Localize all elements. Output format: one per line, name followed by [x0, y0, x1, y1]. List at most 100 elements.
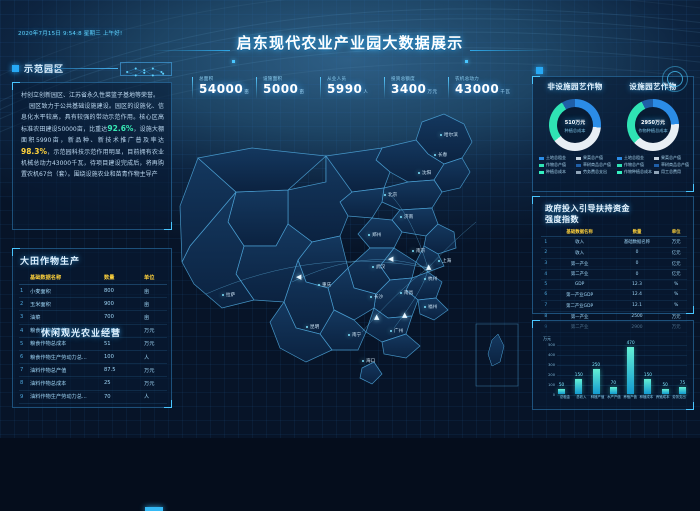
donut-block-facility: 设施园艺作物 2950万元 作物种植总成本 土地总租金 果菜总产值 作物总产值 …: [614, 81, 692, 175]
kpi-value: 54000亩: [199, 82, 256, 100]
kpi-total-area: 总面积 54000亩: [192, 76, 256, 102]
park-description-text: 村创立创新园区、江苏省永久性菜篮子基地等荣誉。 园区致力于公共基础设施建设。园区…: [21, 90, 164, 180]
x-tick-label: 种植成本: [639, 395, 654, 399]
donut-chart[interactable]: 510万元 种植总成本: [549, 99, 601, 151]
x-tick-label: 养殖成本: [655, 395, 670, 399]
map-dot: [424, 306, 426, 308]
datetime-label: 2020年7月15日 9:54:8 星期三 上午好!: [18, 31, 123, 37]
bar[interactable]: 150: [644, 372, 652, 394]
row-unit: 亿元: [665, 269, 687, 281]
square-marker-icon: [12, 64, 19, 72]
gridline: [557, 395, 687, 396]
table-row[interactable]: 2 收入 0 亿元: [541, 247, 687, 259]
kpi-label: 设施面积: [263, 77, 283, 82]
china-map[interactable]: 哈尔滨 长春 沈阳 北京 济南 郑州 南京 上海 武汉 杭州 重庆 拉萨 长沙 …: [176, 96, 526, 416]
row-index: 5: [541, 279, 551, 291]
table-row[interactable]: 6 第一产业GDP 12.4%: [541, 289, 687, 301]
plane-marker-icon: ◀: [388, 255, 394, 263]
map-dot: [370, 296, 372, 298]
table-row[interactable]: 4 粮食作物总产值 158.4 万元: [19, 324, 167, 338]
table-col-value: 数量: [103, 271, 143, 285]
donut-title: 非设施园艺作物: [547, 82, 603, 91]
bar[interactable]: 470: [627, 340, 635, 394]
row-value: 基础数据名称: [608, 236, 666, 248]
table-row[interactable]: 5 GDP 12.3%: [541, 279, 687, 291]
map-label: 拉萨: [226, 293, 236, 298]
table-header-row: 基础数据名称 数量 单位: [19, 271, 167, 285]
row-unit: 万元: [143, 376, 167, 391]
y-tick-label: 0: [552, 393, 555, 397]
table-row[interactable]: 8 油料作物总成本 25 万元: [19, 376, 167, 391]
table-row[interactable]: 7 油料作物总产值 87.5 万元: [19, 363, 167, 378]
legend-label: 作物种植总成本: [624, 169, 652, 174]
bar[interactable]: 70: [609, 380, 617, 394]
title-line-left: [150, 50, 230, 51]
kpi-employees: 从业人员 5990人: [320, 76, 384, 102]
kpi-number: 5990: [327, 82, 363, 96]
table-row[interactable]: 1 收入 基础数据名称 万元: [541, 236, 687, 248]
kpi-label: 农机总动力: [455, 77, 479, 82]
x-tick-label: 种植产值: [590, 395, 605, 399]
bar-value-label: 75: [679, 379, 686, 385]
legend-label: 劳务费总支出: [583, 169, 607, 174]
kpi-number: 3400: [391, 82, 427, 96]
row-unit: 万元: [143, 337, 167, 351]
map-label: 海口: [366, 359, 376, 364]
row-name: 粮食作物总成本: [29, 337, 103, 351]
row-value: 0: [608, 247, 666, 259]
kpi-investment: 投资总额度 3400万元: [384, 76, 448, 102]
bar-value-label: 250: [592, 362, 601, 367]
row-name: 油菜: [29, 310, 103, 325]
table-row[interactable]: 7 第二产业GDP 12.1%: [541, 300, 687, 312]
donut-chart[interactable]: 2950万元 作物种植总成本: [627, 99, 679, 151]
map-dot: [440, 134, 442, 136]
bar[interactable]: 75: [678, 380, 686, 394]
map-label: 济南: [404, 215, 414, 220]
table-row[interactable]: 3 第一产业 0 亿元: [541, 258, 687, 270]
row-index: 5: [19, 337, 29, 351]
map-dot: [438, 260, 440, 262]
leisure-agriculture-panel: 万元 0 100 200 300 400 500 50 150 250 70 470 150 50 75…: [532, 320, 694, 410]
table-row[interactable]: 5 粮食作物总成本 51 万元: [19, 337, 167, 351]
gridline: [557, 365, 687, 366]
table-row[interactable]: 9 油料作物生产劳动力总... 70 人: [19, 390, 167, 404]
row-unit: 人: [143, 350, 167, 365]
field-crop-table[interactable]: 基础数据名称 数量 单位 1 小麦面积 800 亩 2 玉米面积 900 亩 3 油菜 700 亩 4 粮…: [19, 271, 167, 404]
legend-label: 土地总租金: [546, 155, 566, 160]
table-row[interactable]: 6 粮食作物生产劳动力总... 100 人: [19, 350, 167, 365]
row-unit: %: [665, 300, 687, 312]
gov-col-index: [541, 227, 551, 238]
network-decoration-svg: [126, 67, 165, 77]
section-label: 示范园区: [24, 64, 65, 75]
map-label: 上海: [442, 259, 452, 264]
table-row[interactable]: 1 小麦面积 800 亩: [19, 284, 167, 299]
bar[interactable]: 50: [661, 382, 669, 394]
map-label: 南昌: [404, 291, 414, 296]
legend-label: 草树商品总产值: [661, 162, 689, 167]
row-index: 4: [19, 324, 29, 338]
x-axis-labels: 总租金 总收入 种植产值 水产产值 养殖产值 种植成本 养殖成本 劳务支出: [558, 395, 686, 405]
title-dot-right: [465, 60, 468, 63]
y-tick-label: 500: [548, 343, 555, 347]
table-row[interactable]: 4 第二产业 0 亿元: [541, 269, 687, 281]
bar[interactable]: 250: [592, 362, 600, 394]
bar[interactable]: 150: [575, 372, 583, 394]
map-dot: [390, 330, 392, 332]
panel-badge: [145, 507, 163, 511]
table-row[interactable]: 3 油菜 700 亩: [19, 310, 167, 325]
kpi-label: 投资总额度: [391, 77, 415, 82]
kpi-unit: 万元: [427, 90, 438, 95]
gov-col-value: 数量: [608, 227, 666, 238]
government-investment-table[interactable]: 基础数据名称 数量 单位 1 收入 基础数据名称 万元 2 收入 0 亿元 3 第一产业 0 亿元 4 第…: [541, 227, 687, 334]
x-tick-label: 劳务支出: [672, 395, 686, 399]
row-value: 100: [103, 350, 143, 365]
bar[interactable]: 50: [558, 382, 565, 394]
row-value: 12.4: [608, 289, 666, 301]
table-row[interactable]: 2 玉米面积 900 亩: [19, 297, 167, 312]
row-unit: 亿元: [665, 247, 687, 259]
kpi-bar: 总面积 54000亩 设施面积 5000亩 从业人员 5990人 投资总额度 3…: [192, 76, 512, 102]
kpi-machine-power: 农机总动力 43000千瓦: [448, 76, 512, 102]
kpi-unit: 亩: [299, 90, 305, 95]
legend-item: 果菜总产值: [576, 155, 611, 161]
kpi-unit: 人: [363, 90, 369, 95]
